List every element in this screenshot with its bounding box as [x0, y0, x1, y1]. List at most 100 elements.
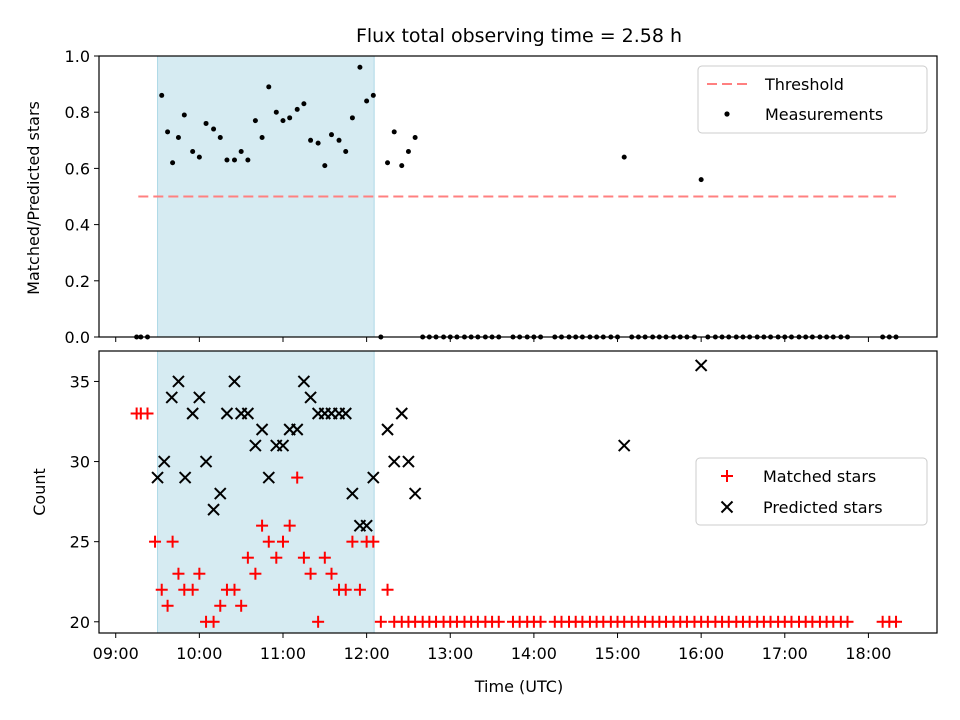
matched-star-point — [353, 583, 366, 596]
legend-predicted-swatch — [720, 500, 734, 514]
matched-star-point — [325, 567, 338, 580]
predicted-star-point — [172, 375, 185, 388]
measurement-point — [349, 115, 355, 121]
legend-threshold-label: Threshold — [764, 75, 844, 94]
predicted-marker-stroke — [297, 375, 311, 388]
predicted-marker-stroke — [241, 407, 255, 420]
x-tick-label: 14:00 — [511, 644, 557, 663]
predicted-star-point — [618, 439, 631, 452]
measurement-point — [301, 101, 307, 107]
y-tick-label: 0.4 — [65, 216, 90, 235]
predicted-marker-stroke — [178, 471, 192, 484]
predicted-star-point — [151, 471, 164, 484]
chart-title: Flux total observing time = 2.58 h — [356, 25, 682, 47]
measurement-point — [259, 134, 265, 140]
predicted-marker-stroke — [151, 471, 164, 484]
measurement-point — [203, 120, 209, 126]
predicted-star-point — [346, 487, 359, 500]
predicted-marker-stroke — [249, 439, 262, 452]
legend-matched-swatch — [721, 470, 733, 482]
predicted-marker-stroke — [304, 391, 317, 404]
top-panel: 0.0 0.2 0.4 0.6 0.8 1.0 Flux total observing … — [24, 25, 938, 347]
legend-measurements-label: Measurements — [765, 105, 883, 124]
predicted-marker-stroke — [214, 487, 227, 500]
predicted-star-point — [214, 487, 227, 500]
x-tick-label: 15:00 — [594, 644, 640, 663]
legend-measurement-swatch — [724, 111, 730, 117]
y-tick-label: 0.0 — [65, 328, 90, 347]
predicted-star-point — [178, 471, 192, 484]
top-axes-frame — [98, 55, 938, 338]
matched-star-point — [890, 615, 903, 628]
matched-star-point — [228, 583, 241, 596]
matched-star-point — [346, 535, 359, 548]
predicted-marker-stroke — [395, 407, 408, 420]
top-y-axis-label: Matched/Predicted stars — [24, 101, 43, 295]
predicted-marker-stroke — [199, 455, 213, 468]
measurement-point — [364, 98, 370, 104]
matched-star-point — [186, 583, 199, 596]
measurement-point — [170, 160, 176, 166]
predicted-star-point — [165, 391, 178, 404]
x-tick-label: 13:00 — [427, 644, 473, 663]
x-tick-label: 17:00 — [762, 644, 808, 663]
predicted-star-point — [249, 439, 262, 452]
matched-star-point — [374, 615, 387, 628]
measurement-point — [165, 129, 171, 135]
predicted-star-point — [276, 439, 290, 452]
matched-star-point — [534, 615, 547, 628]
measurement-point — [252, 118, 258, 124]
x-tick-label: 10:00 — [176, 644, 222, 663]
matched-star-point — [161, 599, 174, 612]
x-tick-label: 12:00 — [344, 644, 390, 663]
predicted-marker-stroke — [346, 487, 359, 500]
predicted-marker-stroke — [228, 375, 241, 388]
matched-stars-points — [130, 407, 903, 628]
predicted-marker-stroke — [262, 471, 275, 484]
measurement-point — [322, 163, 328, 169]
measurement-point — [412, 134, 418, 140]
measurement-point — [328, 132, 334, 138]
predicted-star-point — [402, 455, 415, 468]
predicted-marker-stroke — [220, 407, 234, 420]
predicted-marker-stroke — [381, 423, 394, 436]
predicted-star-point — [381, 423, 394, 436]
y-tick-label: 0.6 — [65, 159, 90, 178]
matched-star-point — [492, 615, 505, 628]
y-tick-label: 0.2 — [65, 272, 90, 291]
measurement-point — [159, 92, 165, 98]
x-axis-label: Time (UTC) — [474, 677, 563, 696]
measurement-point — [266, 84, 272, 90]
predicted-star-point — [262, 471, 275, 484]
predicted-marker-stroke — [186, 407, 199, 420]
legend-predicted-label: Predicted stars — [763, 498, 883, 517]
predicted-marker-stroke — [172, 375, 185, 388]
predicted-star-point — [304, 391, 317, 404]
measurement-point — [245, 157, 251, 163]
bottom-x-ticks: 09:00 10:00 11:00 12:00 13:00 14:00 15:00 16:00… — [93, 633, 891, 663]
predicted-star-point — [367, 471, 380, 484]
measurement-point — [391, 129, 397, 135]
measurement-point — [231, 157, 237, 163]
y-tick-label: 1.0 — [65, 47, 90, 66]
matched-star-point — [276, 535, 289, 548]
measurement-point — [385, 160, 391, 166]
predicted-marker-stroke — [618, 439, 631, 452]
predicted-marker-stroke — [158, 455, 171, 468]
predicted-marker-stroke — [165, 391, 178, 404]
predicted-marker-stroke — [207, 503, 220, 516]
predicted-marker-stroke — [339, 407, 352, 420]
predicted-marker-stroke — [388, 455, 401, 468]
predicted-star-point — [291, 423, 304, 436]
predicted-marker-stroke — [276, 439, 290, 452]
y-tick-label: 25 — [70, 533, 90, 552]
measurement-point — [287, 115, 293, 121]
predicted-star-point — [395, 407, 408, 420]
matched-star-point — [172, 567, 185, 580]
measurement-point — [315, 140, 321, 146]
matched-star-point — [214, 599, 227, 612]
matched-star-point — [155, 583, 168, 596]
measurement-point — [343, 149, 349, 155]
predicted-star-point — [339, 407, 352, 420]
